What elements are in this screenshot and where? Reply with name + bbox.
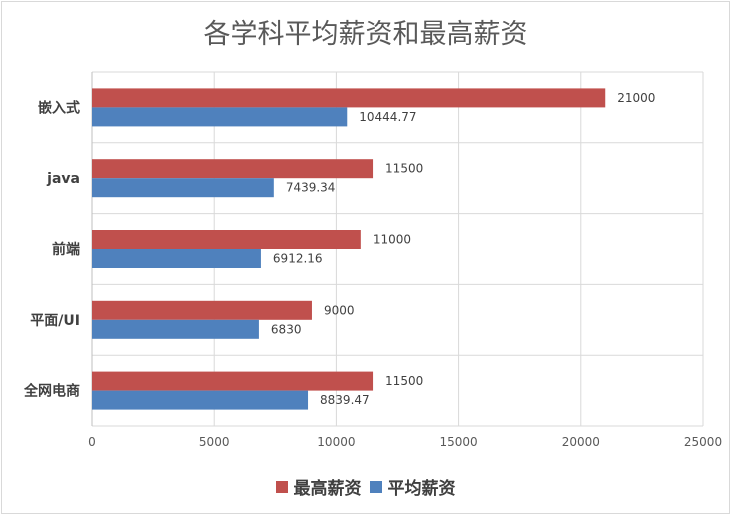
x-tick-label: 5000 [199,435,230,449]
legend-item-max: 最高薪资 [275,474,362,499]
legend: 最高薪资 平均薪资 [0,474,731,499]
bar-avg-salary [92,319,259,339]
bar-max-salary [92,300,312,320]
category-label: 嵌入式 [38,99,80,116]
data-label-max: 11500 [385,162,423,176]
x-tick-label: 20000 [562,435,600,449]
bar-avg-salary [92,249,261,268]
data-label-max: 21000 [617,91,655,105]
category-label: 全网电商 [23,383,80,400]
bar-avg-salary [92,390,309,410]
category-label: java [46,171,80,187]
legend-item-avg: 平均薪资 [369,474,456,499]
x-tick-label: 0 [88,435,96,449]
bar-max-salary [92,371,374,391]
category-label: 平面/UI [30,313,80,329]
data-label-avg: 6830 [271,322,302,336]
bar-max-salary [92,88,606,108]
bar-avg-salary [92,107,348,127]
data-label-max: 9000 [324,303,355,317]
category-label: 前端 [52,241,80,258]
data-label-max: 11500 [385,374,423,388]
bar-avg-salary [92,178,274,198]
legend-label-max: 最高薪资 [293,479,362,499]
x-tick-label: 25000 [684,435,722,449]
bar-max-salary [92,159,374,179]
data-label-avg: 6912.16 [273,252,323,266]
x-tick-label: 10000 [317,435,355,449]
chart-title: 各学科平均薪资和最高薪资 [203,19,528,50]
data-label-avg: 8839.47 [320,393,370,407]
data-label-max: 11000 [373,233,411,247]
bar-max-salary [92,230,361,249]
data-label-avg: 7439.34 [286,181,336,195]
data-label-avg: 10444.77 [359,110,416,124]
legend-label-avg: 平均薪资 [387,479,456,499]
legend-swatch-max [275,480,288,493]
x-tick-label: 15000 [440,435,478,449]
legend-swatch-avg [369,480,382,493]
